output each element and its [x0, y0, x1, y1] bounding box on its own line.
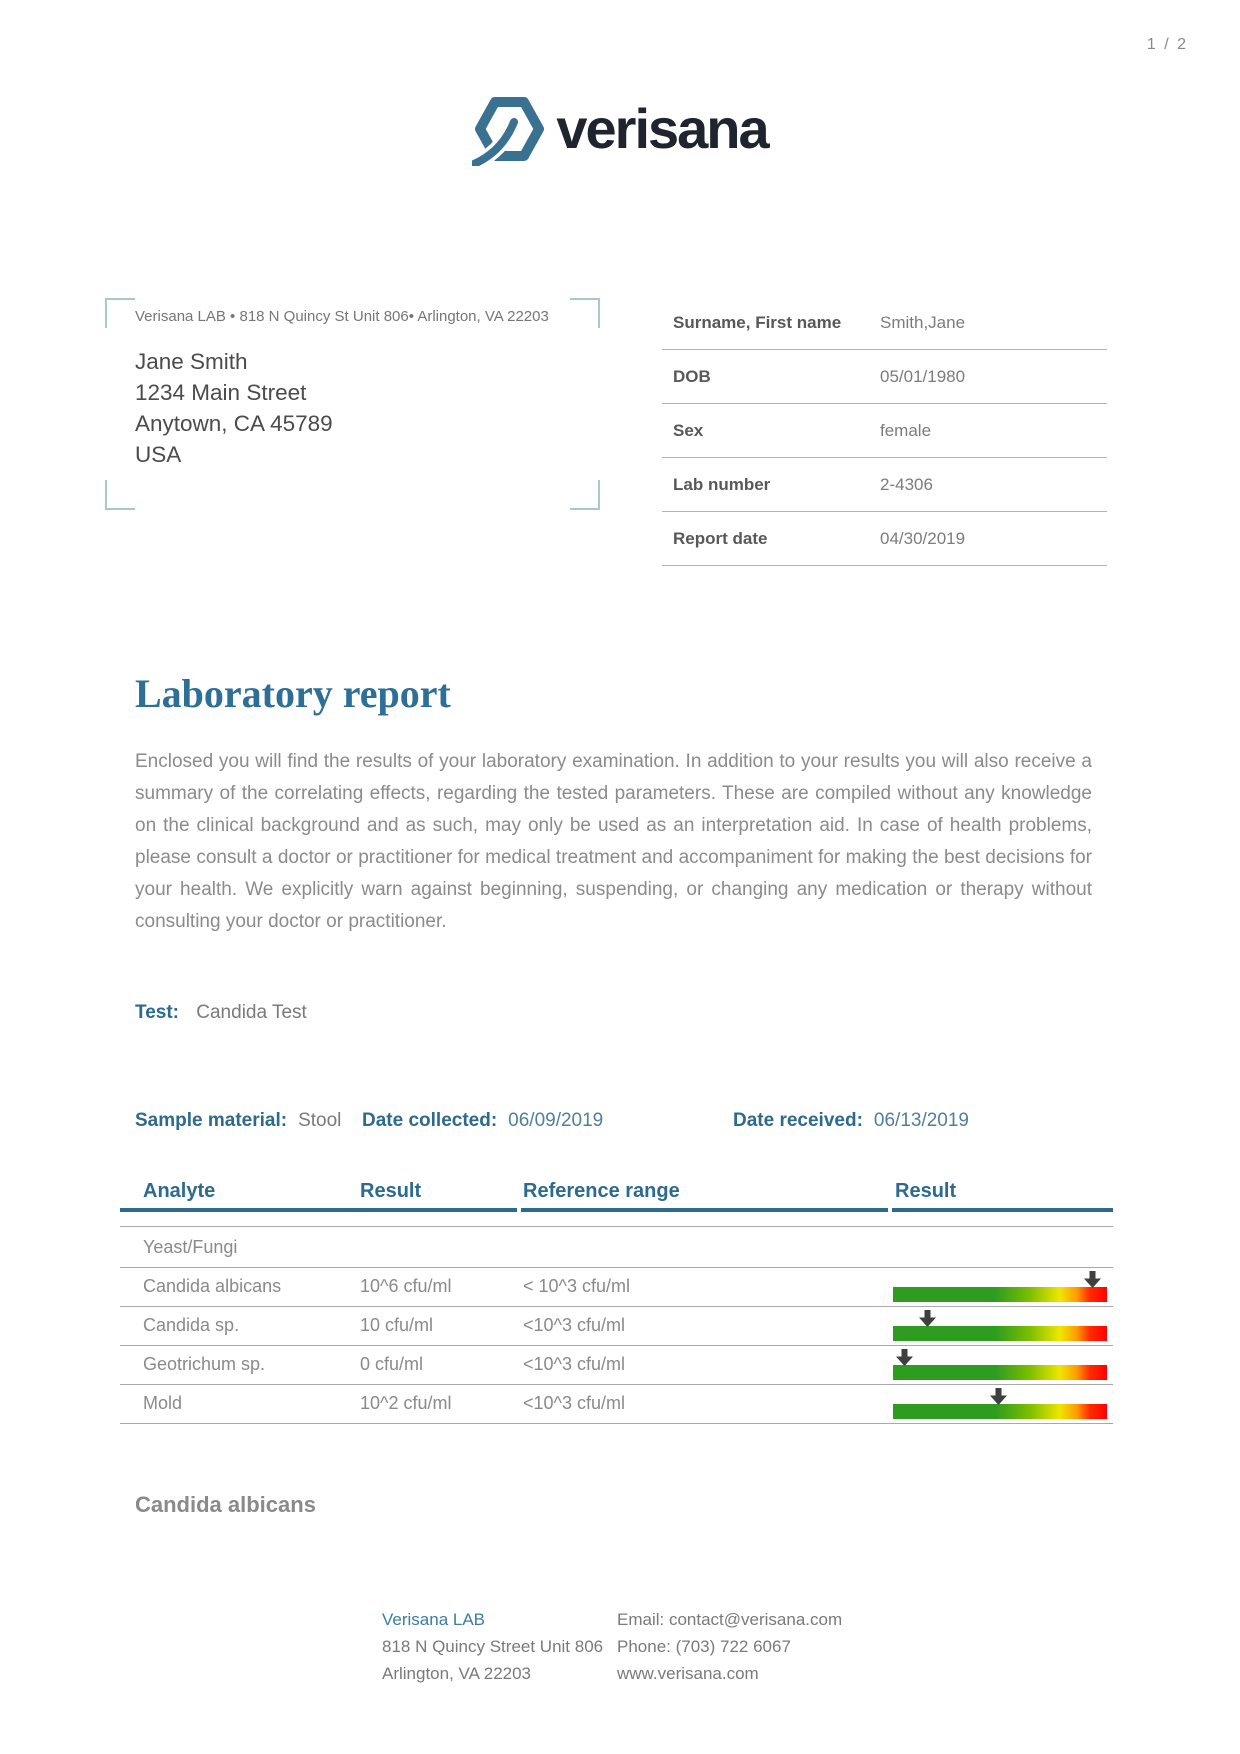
- patient-info-table: Surname, First name Smith,Jane DOB 05/01/1…: [662, 296, 1107, 566]
- result-gauge: [893, 1346, 1107, 1384]
- gradient-bar: [893, 1326, 1107, 1341]
- reference-range-cell: <10^3 cfu/ml: [523, 1315, 625, 1335]
- column-header-result-bar: Result: [895, 1180, 957, 1202]
- footer-contact: Email: contact@verisana.com Phone: (703)…: [617, 1606, 842, 1687]
- result-cell: 10 cfu/ml: [360, 1315, 434, 1335]
- info-label: DOB: [673, 367, 711, 386]
- result-cell: 0 cfu/ml: [360, 1354, 424, 1374]
- reference-range-cell: <10^3 cfu/ml: [523, 1354, 625, 1374]
- reference-range-cell: <10^3 cfu/ml: [523, 1393, 625, 1413]
- corner-bracket-bottom-left: [105, 480, 135, 510]
- footer-lab-name: Verisana LAB: [382, 1610, 486, 1629]
- reference-range-cell: < 10^3 cfu/ml: [523, 1276, 630, 1296]
- date-collected: Date collected: 06/09/2019: [362, 1110, 604, 1131]
- result-gauge: [893, 1307, 1107, 1345]
- result-cell: 10^6 cfu/ml: [360, 1276, 452, 1296]
- info-label: Lab number: [673, 475, 771, 494]
- analyte-cell: Candida sp.: [143, 1315, 240, 1335]
- verisana-logo: verisana: [0, 92, 1240, 166]
- hexagon-swoosh-icon: [472, 97, 545, 166]
- footer-website: www.verisana.com: [617, 1664, 759, 1683]
- table-rows: Candida albicans 10^6 cfu/ml < 10^3 cfu/…: [120, 1268, 1113, 1424]
- info-value: 2-4306: [880, 475, 933, 494]
- analyte-cell: Geotrichum sp.: [143, 1354, 266, 1374]
- sample-info-line: Sample material: Stool Date collected: 06/…: [135, 1110, 1113, 1134]
- footer-street: 818 N Quincy Street Unit 806: [382, 1637, 604, 1656]
- info-label: Surname, First name: [673, 313, 842, 332]
- info-value: Smith,Jane: [880, 313, 966, 332]
- test-line: Test: Candida Test: [135, 1002, 307, 1024]
- header-rule: [120, 1208, 517, 1212]
- column-header-result: Result: [360, 1180, 422, 1202]
- table-row: Candida sp. 10 cfu/ml <10^3 cfu/ml: [120, 1307, 1113, 1346]
- report-title: Laboratory report: [135, 671, 451, 716]
- column-header-analyte: Analyte: [143, 1180, 216, 1202]
- analyte-cell: Candida albicans: [143, 1276, 282, 1296]
- result-gauge: [893, 1268, 1107, 1306]
- patient-info-row: Sex female: [662, 404, 1107, 458]
- table-row: Candida albicans 10^6 cfu/ml < 10^3 cfu/…: [120, 1268, 1113, 1307]
- footer-phone: Phone: (703) 722 6067: [617, 1637, 791, 1656]
- patient-info-row: Surname, First name Smith,Jane: [662, 296, 1107, 350]
- recipient-street: 1234 Main Street: [135, 380, 307, 405]
- page-number: 1 / 2: [1146, 36, 1188, 53]
- address-window: Verisana LAB • 818 N Quincy St Unit 806•…: [105, 298, 600, 510]
- column-header-reference-range: Reference range: [523, 1180, 680, 1202]
- result-marker-arrow: [1084, 1271, 1102, 1288]
- info-label: Sex: [673, 421, 704, 440]
- sample-material: Sample material: Stool: [135, 1110, 342, 1131]
- table-row: Geotrichum sp. 0 cfu/ml <10^3 cfu/ml: [120, 1346, 1113, 1385]
- patient-info-row: DOB 05/01/1980: [662, 350, 1107, 404]
- info-value: female: [880, 421, 932, 440]
- footer-city: Arlington, VA 22203: [382, 1664, 532, 1683]
- date-received: Date received: 06/13/2019: [733, 1110, 969, 1131]
- header-rule: [892, 1208, 1113, 1212]
- report-intro-paragraph: Enclosed you will find the results of yo…: [135, 751, 1092, 932]
- analyte-detail-heading: Candida albicans: [135, 1492, 316, 1517]
- result-marker-arrow: [989, 1388, 1007, 1405]
- gradient-bar: [893, 1365, 1107, 1380]
- patient-info-row: Report date 04/30/2019: [662, 512, 1107, 566]
- info-value: 05/01/1980: [880, 367, 966, 386]
- footer-email: Email: contact@verisana.com: [617, 1610, 843, 1629]
- sender-line: Verisana LAB • 818 N Quincy St Unit 806•…: [135, 308, 549, 325]
- gradient-bar: [893, 1404, 1107, 1419]
- recipient-country: USA: [135, 442, 182, 467]
- header-rule: [521, 1208, 888, 1212]
- test-label: Test:: [135, 1002, 179, 1023]
- result-marker-arrow: [895, 1349, 913, 1366]
- recipient-address: Jane Smith 1234 Main Street Anytown, CA …: [135, 346, 333, 470]
- footer-lab-address: Verisana LAB 818 N Quincy Street Unit 80…: [382, 1606, 603, 1687]
- recipient-city: Anytown, CA 45789: [135, 411, 333, 436]
- corner-bracket-top-left: [105, 298, 135, 328]
- result-cell: 10^2 cfu/ml: [360, 1393, 452, 1413]
- recipient-name: Jane Smith: [135, 349, 248, 374]
- row-divider: [120, 1226, 1113, 1227]
- corner-bracket-top-right: [570, 298, 600, 328]
- info-label: Report date: [673, 529, 768, 548]
- result-gauge: [893, 1385, 1107, 1423]
- result-marker-arrow: [919, 1310, 937, 1327]
- analyte-cell: Mold: [143, 1393, 183, 1413]
- info-value: 04/30/2019: [880, 529, 966, 548]
- test-value: Candida Test: [196, 1002, 307, 1023]
- logo-wordmark: verisana: [556, 97, 769, 160]
- gradient-bar: [893, 1287, 1107, 1302]
- table-row: Mold 10^2 cfu/ml <10^3 cfu/ml: [120, 1385, 1113, 1424]
- corner-bracket-bottom-right: [570, 480, 600, 510]
- table-section-row: Yeast/Fungi: [120, 1227, 1113, 1268]
- patient-info-row: Lab number 2-4306: [662, 458, 1107, 512]
